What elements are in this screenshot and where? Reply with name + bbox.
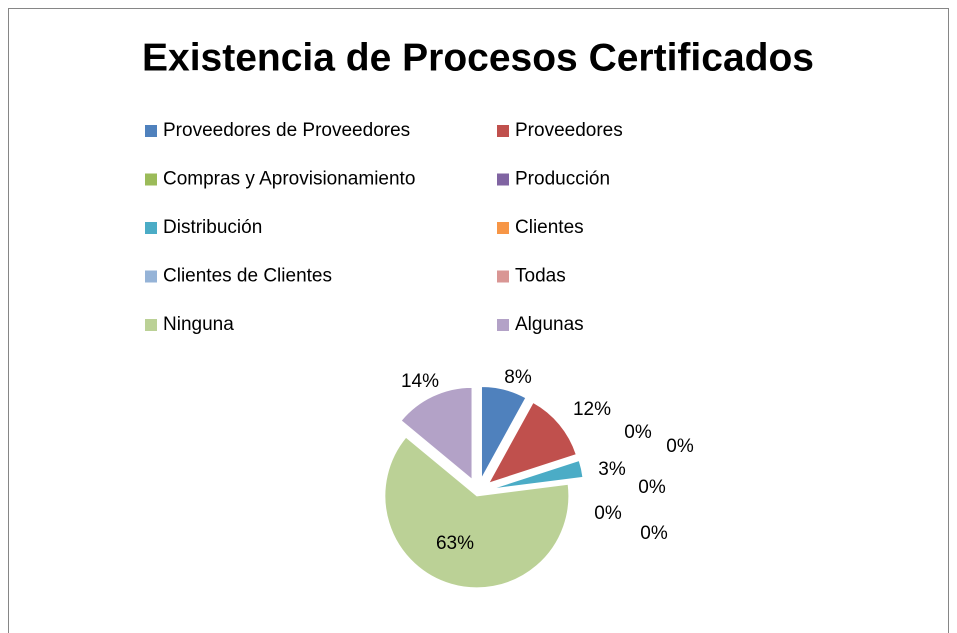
pie-slice (491, 459, 584, 490)
legend-swatch (145, 222, 157, 234)
legend-swatch (145, 319, 157, 331)
legend-label: Distribución (163, 217, 262, 238)
legend-swatch (145, 173, 157, 186)
legend-swatch (497, 319, 509, 331)
legend-swatch (145, 270, 157, 283)
pie-slice (400, 386, 473, 481)
pie-slice (487, 401, 577, 484)
data-label: 8% (504, 367, 532, 388)
legend-label: Clientes de Clientes (163, 266, 332, 287)
legend-label: Compras y Aprovisionamiento (163, 169, 415, 190)
data-label: 0% (594, 503, 622, 524)
legend-label: Clientes (515, 217, 584, 238)
data-label: 0% (638, 477, 666, 498)
data-label: 0% (666, 436, 694, 457)
pie-slice (384, 436, 570, 589)
legend-label: Algunas (515, 314, 584, 335)
data-label: 12% (573, 399, 611, 420)
data-label: 0% (640, 523, 668, 544)
legend-label: Todas (515, 266, 566, 287)
data-label: 14% (401, 371, 439, 392)
legend-label: Producción (515, 169, 610, 190)
chart-title: Existencia de Procesos Certificados (142, 36, 814, 79)
pie-slice (480, 385, 527, 479)
legend-label: Proveedores (515, 120, 623, 141)
data-label: 0% (624, 422, 652, 443)
legend-swatch (497, 173, 509, 186)
legend-swatch (497, 270, 509, 283)
legend-label: Ninguna (163, 314, 234, 335)
data-label: 3% (598, 459, 626, 480)
legend-swatch (497, 222, 509, 234)
legend-swatch (497, 125, 509, 137)
legend-swatch (145, 125, 157, 137)
data-label: 63% (436, 533, 474, 554)
legend-label: Proveedores de Proveedores (163, 120, 410, 141)
